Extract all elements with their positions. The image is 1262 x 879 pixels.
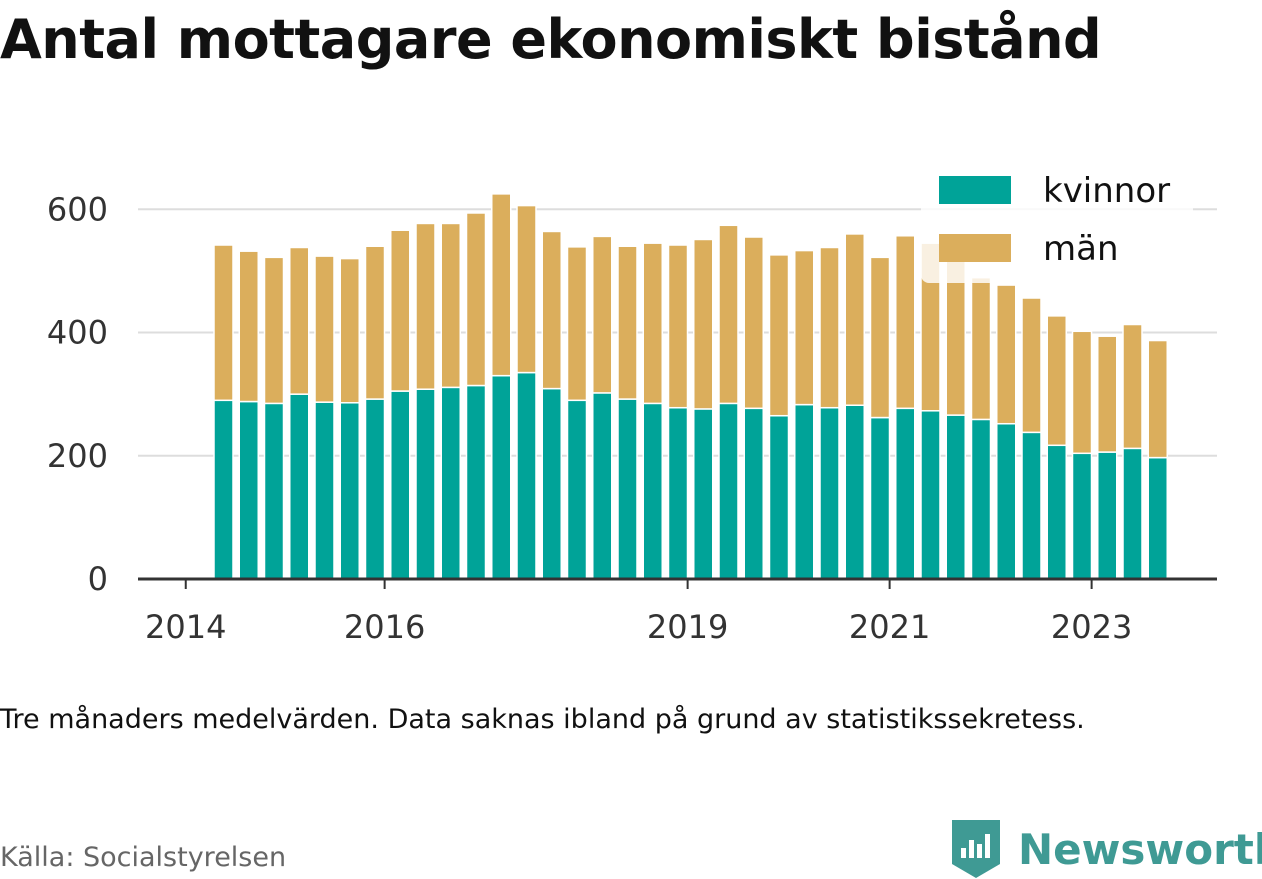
bar-kvinnor [718, 402, 739, 580]
bar-man [415, 222, 436, 390]
bar-man [213, 244, 234, 402]
x-tick-label: 2021 [849, 608, 930, 646]
bar-kvinnor [465, 384, 487, 580]
bar-man [768, 254, 790, 417]
y-tick-label: 600 [47, 190, 108, 228]
bar-kvinnor [541, 387, 562, 580]
x-tick-label: 2014 [145, 608, 226, 646]
bar-kvinnor [996, 422, 1017, 580]
x-tick-label: 2023 [1051, 608, 1132, 646]
bar-man [541, 230, 562, 390]
bar-man [592, 235, 613, 394]
bars [213, 193, 1168, 580]
bar-kvinnor [1071, 452, 1093, 580]
bar-man [465, 212, 487, 387]
bar-man [390, 229, 411, 392]
bar-kvinnor [895, 407, 916, 580]
bar-kvinnor [1122, 447, 1143, 580]
bar-man [440, 222, 461, 389]
y-axis-tick-labels: 0 200 400 600 [47, 190, 108, 598]
bar-man [238, 250, 259, 403]
bar-kvinnor [667, 406, 689, 580]
bar-man [566, 246, 588, 402]
bar-man [895, 235, 916, 410]
stacked-bar-chart: 0 200 400 600 2014 2016 2019 2021 2023 kvinnor m… [46, 165, 1217, 646]
bar-kvinnor [1147, 456, 1168, 580]
legend-label: kvinnor [1043, 171, 1170, 211]
bar-kvinnor [1046, 444, 1067, 580]
bar-man [642, 242, 663, 405]
bar-man [844, 233, 865, 406]
bar-kvinnor [1097, 451, 1118, 580]
bar-kvinnor [238, 400, 259, 580]
bar-man [1046, 315, 1067, 447]
bar-man [617, 245, 638, 400]
bar-kvinnor [617, 398, 638, 580]
bar-kvinnor [869, 416, 891, 580]
bar-man [491, 193, 512, 377]
bar-man [869, 256, 891, 419]
x-axis: 2014 2016 2019 2021 2023 [138, 577, 1217, 646]
bar-man [1122, 323, 1143, 450]
bar-kvinnor [289, 393, 310, 580]
legend-label: män [1043, 229, 1119, 269]
y-tick-label: 200 [47, 437, 108, 475]
x-tick-label: 2016 [344, 608, 425, 646]
bar-man [1071, 330, 1093, 455]
bar-man [718, 224, 739, 405]
bar-man [263, 256, 285, 405]
bar-man [289, 246, 310, 395]
bar-kvinnor [768, 414, 790, 580]
bar-kvinnor [794, 403, 815, 580]
bar-man [743, 236, 764, 410]
bar-man [693, 238, 714, 410]
bar-man [667, 244, 689, 409]
bar-kvinnor [213, 399, 234, 580]
bar-kvinnor [693, 408, 714, 580]
bar-kvinnor [819, 406, 840, 580]
bar-kvinnor [339, 402, 360, 580]
x-tick-label: 2019 [647, 608, 728, 646]
bar-man [794, 249, 815, 406]
legend-swatch [939, 176, 1011, 204]
bar-kvinnor [566, 399, 588, 580]
bar-kvinnor [415, 388, 436, 580]
bar-kvinnor [844, 404, 865, 580]
bar-kvinnor [440, 386, 461, 580]
brand-name: Newsworthy [1018, 824, 1262, 874]
bar-man [996, 284, 1017, 425]
chart-note: Tre månaders medelvärden. Data saknas ib… [0, 704, 1085, 735]
bar-kvinnor [945, 414, 966, 580]
bar-man [819, 246, 840, 409]
bar-man [1097, 335, 1118, 453]
bar-man [1021, 297, 1042, 434]
bar-man [970, 276, 992, 421]
bar-kvinnor [516, 371, 537, 580]
legend: kvinnor män [921, 165, 1193, 283]
newsworthy-logo-icon [952, 820, 1000, 878]
bar-man [339, 257, 360, 404]
bar-kvinnor [390, 390, 411, 580]
bar-kvinnor [743, 407, 764, 580]
bar-kvinnor [642, 402, 663, 580]
newsworthy-logo[interactable]: Newsworthy [952, 820, 1262, 878]
bar-kvinnor [592, 392, 613, 580]
bar-kvinnor [1021, 431, 1042, 580]
source-text: Källa: Socialstyrelsen [0, 842, 287, 873]
y-tick-label: 0 [88, 560, 108, 598]
bar-man [314, 255, 335, 403]
bar-man [364, 245, 386, 400]
bar-kvinnor [314, 401, 335, 580]
bar-kvinnor [970, 418, 992, 580]
bar-kvinnor [364, 398, 386, 580]
bar-man [516, 204, 537, 374]
bar-kvinnor [263, 402, 285, 580]
legend-swatch [939, 234, 1011, 262]
y-tick-label: 400 [47, 314, 108, 352]
bar-kvinnor [491, 374, 512, 580]
bar-man [1147, 339, 1168, 459]
bar-kvinnor [920, 410, 941, 580]
chart-title: Antal mottagare ekonomiskt bistånd [0, 8, 1102, 71]
